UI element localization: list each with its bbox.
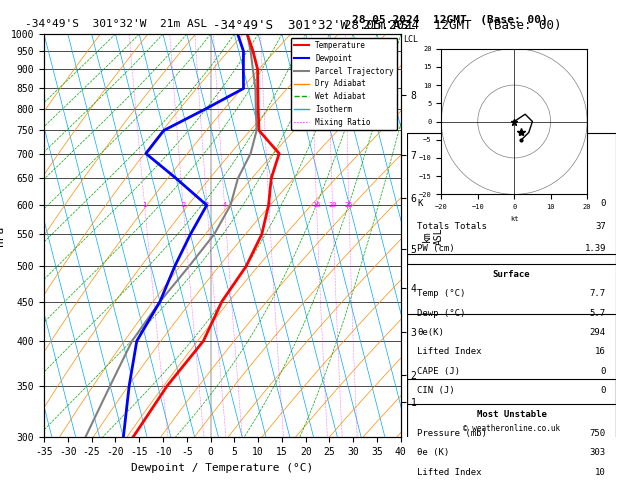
Text: 16: 16 [312, 202, 321, 208]
Text: 10: 10 [595, 468, 606, 477]
Text: 8: 8 [267, 202, 271, 208]
Text: 0: 0 [601, 386, 606, 395]
X-axis label: Dewpoint / Temperature (°C): Dewpoint / Temperature (°C) [131, 463, 314, 473]
Text: 1: 1 [143, 202, 147, 208]
X-axis label: kt: kt [510, 216, 518, 222]
Text: LCL: LCL [403, 35, 418, 44]
Text: K: K [417, 199, 423, 208]
Text: PW (cm): PW (cm) [417, 244, 455, 253]
Text: 294: 294 [590, 328, 606, 337]
Text: 750: 750 [590, 429, 606, 438]
Text: 1.39: 1.39 [584, 244, 606, 253]
Text: -34°49'S  301°32'W  21m ASL: -34°49'S 301°32'W 21m ASL [213, 19, 416, 33]
Y-axis label: hPa: hPa [0, 226, 5, 246]
Text: Pressure (mb): Pressure (mb) [417, 429, 487, 438]
Text: θe(K): θe(K) [417, 328, 444, 337]
Text: 7.7: 7.7 [590, 289, 606, 298]
Text: 2: 2 [181, 202, 186, 208]
Text: 28.05.2024  12GMT  (Base: 00): 28.05.2024 12GMT (Base: 00) [352, 15, 548, 25]
Text: 303: 303 [590, 448, 606, 457]
Text: -34°49'S  301°32'W  21m ASL: -34°49'S 301°32'W 21m ASL [25, 19, 208, 30]
Text: θe (K): θe (K) [417, 448, 449, 457]
Text: CIN (J): CIN (J) [417, 386, 455, 395]
Text: Lifted Index: Lifted Index [417, 468, 482, 477]
Text: 4: 4 [223, 202, 226, 208]
Text: 3: 3 [205, 202, 209, 208]
Text: Dewp (°C): Dewp (°C) [417, 309, 465, 318]
Legend: Temperature, Dewpoint, Parcel Trajectory, Dry Adiabat, Wet Adiabat, Isotherm, Mi: Temperature, Dewpoint, Parcel Trajectory… [291, 38, 397, 130]
Text: Lifted Index: Lifted Index [417, 347, 482, 356]
Text: 20: 20 [328, 202, 337, 208]
Text: 37: 37 [595, 222, 606, 230]
Text: 0: 0 [601, 199, 606, 208]
Text: Most Unstable: Most Unstable [477, 410, 547, 418]
Text: 0: 0 [601, 367, 606, 376]
Text: © weatheronline.co.uk: © weatheronline.co.uk [463, 424, 560, 434]
Text: 5.7: 5.7 [590, 309, 606, 318]
Text: 16: 16 [595, 347, 606, 356]
Y-axis label: km
ASL: km ASL [422, 227, 443, 244]
Text: 25: 25 [345, 202, 353, 208]
Text: CAPE (J): CAPE (J) [417, 367, 460, 376]
Text: Surface: Surface [493, 270, 530, 279]
Text: Temp (°C): Temp (°C) [417, 289, 465, 298]
Text: 28.05.2024  12GMT  (Base: 00): 28.05.2024 12GMT (Base: 00) [344, 19, 562, 33]
Text: Totals Totals: Totals Totals [417, 222, 487, 230]
